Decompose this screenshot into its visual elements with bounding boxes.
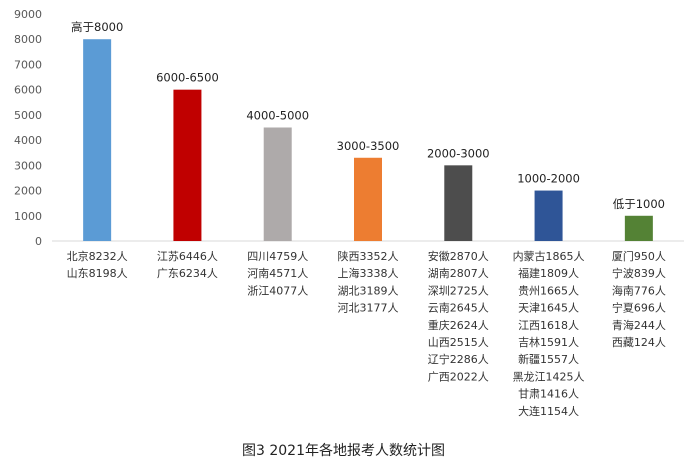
x-region-label: 大连1154人 [518,404,579,418]
x-region-label: 广西2022人 [428,370,489,383]
x-region-label: 湖南2807人 [428,267,489,280]
x-region-label: 河北3177人 [338,302,399,315]
x-region-label: 江苏6446人 [157,250,218,263]
x-region-label: 山西2515人 [428,336,489,349]
bar [444,165,473,241]
bar [263,127,292,241]
x-region-label: 湖北3189人 [338,284,399,297]
y-tick-label: 9000 [14,8,42,21]
x-region-label: 厦门950人 [612,249,666,263]
x-region-label: 云南2645人 [428,302,489,315]
y-tick-label: 0 [35,235,42,248]
y-tick-label: 8000 [14,33,42,46]
x-region-label: 山东8198人 [67,267,128,280]
bar [173,89,202,242]
x-region-label: 重庆2624人 [428,318,489,332]
bar-range-label: 6000-6500 [156,71,219,85]
x-region-label: 陕西3352人 [338,249,399,263]
x-region-label: 江西1618人 [518,319,579,332]
x-region-label: 贵州1665人 [518,284,579,297]
x-region-label: 深圳2725人 [428,284,489,297]
x-region-label: 黑龙江1425人 [513,370,585,383]
chart-caption: 图3 2021年各地报考人数统计图 [242,443,445,459]
x-region-label: 北京8232人 [67,249,128,263]
x-region-label: 上海3338人 [338,266,399,280]
x-region-label: 甘肃1416人 [518,388,579,401]
bar [83,39,112,241]
x-region-label: 辽宁2286人 [428,352,489,366]
y-tick-label: 3000 [14,159,42,172]
x-region-label: 浙江4077人 [247,284,308,297]
x-region-label: 广东6234人 [157,267,218,280]
bar-range-label: 2000-3000 [427,146,490,160]
x-region-label: 吉林1591人 [518,335,579,349]
y-tick-label: 7000 [14,58,42,71]
y-tick-label: 6000 [14,84,42,97]
x-region-label: 天津1645人 [518,302,579,315]
bar [624,215,653,241]
bar [534,190,563,241]
x-region-label: 福建1809人 [518,266,579,280]
x-region-label: 四川4759人 [247,250,308,263]
y-tick-label: 4000 [14,134,42,147]
bar-range-label: 4000-5000 [246,109,309,123]
x-region-label: 新疆1557人 [518,352,579,366]
bar-range-label: 低于1000 [613,197,665,211]
x-region-label: 内蒙古1865人 [513,249,585,263]
y-tick-label: 5000 [14,109,42,122]
x-region-label: 河南4571人 [247,267,308,280]
x-region-label: 安徽2870人 [428,249,489,263]
x-region-label: 青海244人 [612,318,666,332]
bar [354,157,382,241]
x-region-label: 宁波839人 [612,266,666,280]
x-region-label: 海南776人 [612,283,666,297]
bar-range-label: 高于8000 [71,20,123,34]
bar-range-label: 3000-3500 [337,139,400,153]
y-tick-label: 1000 [14,210,42,223]
x-region-label: 西藏124人 [612,336,666,349]
x-region-label: 宁夏696人 [612,301,666,315]
bar-chart: 0 1000 2000 3000 4000 5000 6000 7000 8000 9000 高于8… [14,8,684,418]
bar-range-label: 1000-2000 [517,172,580,186]
y-tick-label: 2000 [14,185,42,198]
